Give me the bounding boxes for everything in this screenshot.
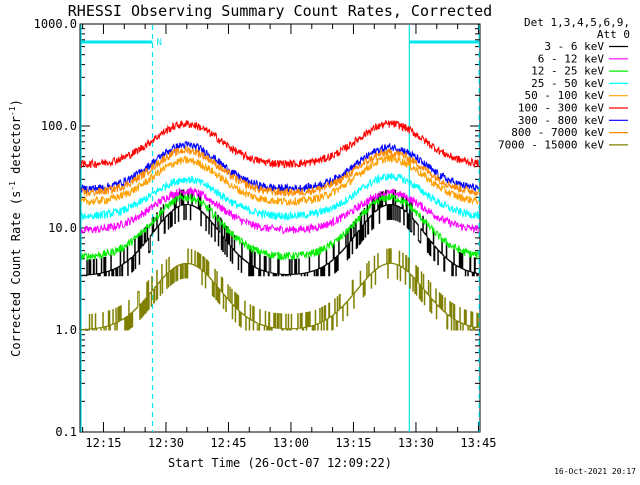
legend-entry-label: 300 - 800 keV: [518, 114, 604, 127]
series-line-1: [80, 185, 479, 235]
y-tick-label: 1000.0: [34, 17, 77, 31]
y-axis-label-part: Corrected Count Rate (s: [9, 191, 23, 357]
legend-entry-label: 50 - 100 keV: [525, 89, 605, 102]
x-tick-label: 13:30: [398, 436, 434, 450]
x-tick-label: 13:45: [460, 436, 496, 450]
series-line-6: [80, 140, 479, 194]
legend-entry-label: 800 - 7000 keV: [511, 126, 604, 139]
y-tick-label: 100.0: [41, 119, 77, 133]
y-tick-label: 0.1: [55, 425, 77, 439]
series-line-5: [80, 120, 479, 169]
legend-entry-label: 6 - 12 keV: [538, 52, 605, 65]
x-tick-label: 13:15: [335, 436, 371, 450]
x-axis-ticks: 12:15 12:30 12:45 13:00 13:15 13:30 13:45: [82, 24, 497, 450]
y-axis-label-part: ): [9, 99, 23, 106]
series-line-8: [81, 248, 479, 331]
legend-header: Det 1,3,4,5,6,9,: [524, 16, 630, 29]
legend-entry-label: 3 - 6 keV: [544, 40, 604, 53]
series-line-3: [80, 173, 479, 222]
night-label: N: [157, 38, 162, 48]
y-axis-label-part: detector: [9, 116, 23, 181]
x-tick-label: 12:30: [148, 436, 184, 450]
series-lines: [80, 120, 479, 331]
x-tick-label: 12:15: [85, 436, 121, 450]
series-line-4: [80, 154, 479, 207]
series-line-0: [81, 189, 479, 277]
y-axis-label-superscript: -1: [8, 106, 17, 116]
series-line-7: [81, 145, 479, 198]
x-tick-label: 12:45: [210, 436, 246, 450]
y-tick-label: 10.0: [48, 221, 77, 235]
y-axis-label: Corrected Count Rate (s-1 detector-1): [8, 99, 23, 357]
series-line-2: [80, 193, 479, 261]
legend-entry-label: 7000 - 15000 keV: [498, 138, 604, 151]
x-axis-label: Start Time (26-Oct-07 12:09:22): [168, 456, 392, 470]
legend-entry-label: 100 - 300 keV: [518, 102, 604, 115]
timestamp: 16-Oct-2021 20:17: [554, 467, 636, 476]
chart-title: RHESSI Observing Summary Count Rates, Co…: [68, 2, 492, 20]
x-tick-label: 13:00: [273, 436, 309, 450]
legend-entry-label: 25 - 50 keV: [531, 77, 604, 90]
legend-entry-label: 12 - 25 keV: [531, 65, 604, 78]
legend-header: Att 0: [597, 28, 630, 41]
y-axis-label-superscript: -1: [8, 181, 17, 191]
y-tick-label: 1.0: [55, 323, 77, 337]
